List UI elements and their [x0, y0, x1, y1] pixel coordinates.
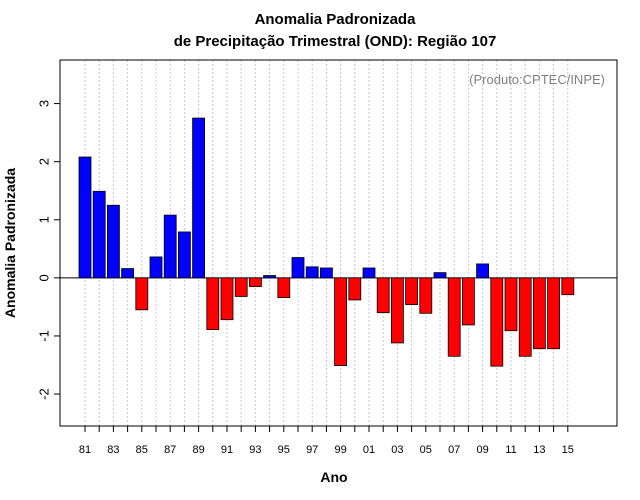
x-tick-label: 81	[79, 444, 91, 456]
bar-1992	[234, 277, 248, 297]
bar-1990	[206, 277, 220, 330]
bar-2002	[376, 277, 390, 314]
bar-1997	[305, 266, 319, 279]
x-tick-label: 13	[533, 444, 545, 456]
x-tick-label: 89	[192, 444, 204, 456]
plot-frame	[59, 59, 618, 427]
bar-1994	[263, 275, 277, 279]
x-tick-label: 87	[164, 444, 176, 456]
x-tick-label: 11	[505, 444, 516, 456]
bar-2012	[518, 277, 532, 357]
x-tick-label: 97	[306, 444, 318, 456]
y-axis: -2 -1 0 1 2 3	[37, 100, 60, 400]
bar-2009	[476, 263, 490, 279]
bar-2015	[561, 277, 575, 296]
bar-1996	[291, 257, 305, 279]
chart-title: Anomalia Padronizada	[255, 11, 417, 28]
x-tick-label: 85	[136, 444, 148, 456]
bar-2007	[447, 277, 461, 357]
bar-1983	[107, 204, 120, 279]
x-tick-label: 83	[107, 444, 119, 456]
bar-1991	[220, 277, 234, 321]
y-tick-label: -2	[37, 388, 52, 400]
x-tick-label: 05	[420, 444, 432, 456]
y-tick-label: 2	[37, 158, 52, 165]
x-axis-label: Ano	[320, 469, 347, 485]
x-tick-label: 15	[562, 444, 574, 456]
bar-1986	[149, 256, 163, 279]
bar-1988	[177, 231, 191, 279]
y-tick-label: -1	[37, 330, 52, 342]
bar-1982	[92, 190, 106, 279]
bar-2011	[504, 277, 518, 332]
x-tick-label: 09	[476, 444, 488, 456]
bar-2014	[547, 277, 560, 350]
bar-2013	[533, 277, 546, 350]
bar-2000	[348, 277, 362, 301]
bar-1995	[277, 277, 291, 299]
x-tick-label: 91	[221, 444, 233, 456]
y-tick-label: 3	[37, 100, 52, 107]
bar-1998	[319, 267, 333, 279]
y-tick-label: 0	[37, 274, 52, 281]
bar-2001	[362, 267, 376, 279]
bar-1987	[163, 214, 177, 279]
bar-1984	[121, 268, 134, 279]
bar-2010	[490, 277, 504, 367]
grid	[84, 60, 569, 426]
x-tick-label: 07	[448, 444, 460, 456]
bar-1999	[334, 277, 348, 366]
bar-1981	[78, 156, 92, 279]
x-tick-label: 95	[278, 444, 290, 456]
x-tick-label: 93	[249, 444, 261, 456]
bar-1985	[135, 277, 149, 311]
x-tick-label: 01	[363, 444, 375, 456]
bar-1993	[248, 277, 262, 287]
y-tick-label: 1	[37, 216, 52, 223]
x-tick-label: 03	[391, 444, 403, 456]
y-axis-label: Anomalia Padronizada	[2, 168, 18, 318]
bar-2004	[405, 277, 419, 305]
x-axis: 81 83 85 87 89 91 93 95 97 99 01 03 05 07 09 11 13 15	[79, 426, 574, 456]
bar-2003	[390, 277, 404, 344]
chart-subtitle: de Precipitação Trimestral (OND): Região…	[174, 33, 497, 50]
bar-2005	[419, 277, 433, 314]
credit-label: (Produto:CPTEC/INPE)	[469, 72, 605, 87]
bar-2006	[433, 272, 447, 279]
bar-1989	[192, 117, 206, 279]
x-tick-label: 99	[334, 444, 346, 456]
bar-2008	[461, 277, 475, 326]
bars	[78, 117, 575, 367]
